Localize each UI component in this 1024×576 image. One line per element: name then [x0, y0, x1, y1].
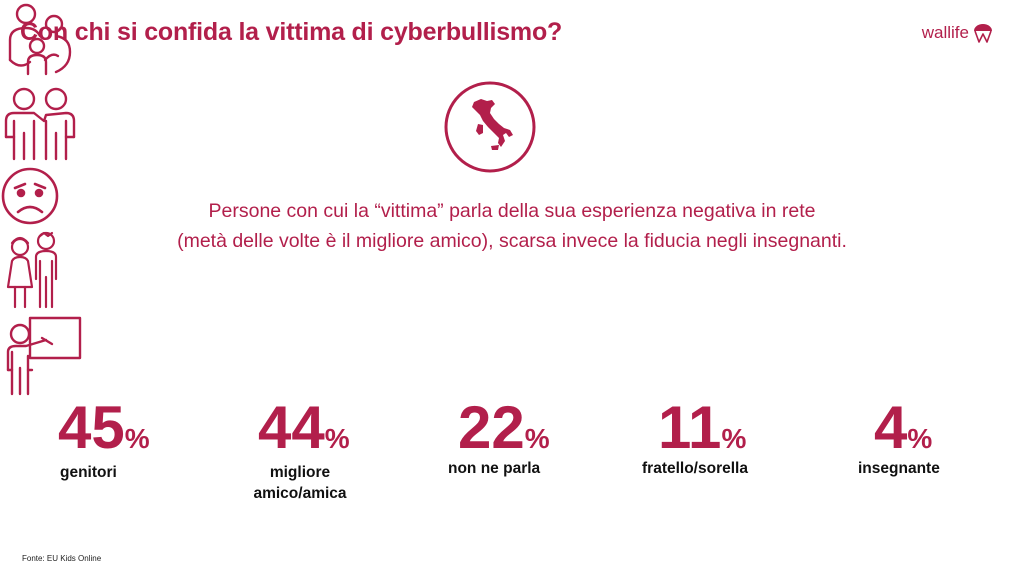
- stat-migliore-amico: 44% migliore amico/amica: [0, 85, 1024, 502]
- stat-non-ne-parla: 22% non ne parla: [0, 166, 1024, 477]
- stat-genitori: 45% genitori: [0, 0, 1024, 481]
- subtitle-line-1: Persone con cui la “vittima” parla della…: [208, 200, 816, 222]
- stat-label: insegnante: [858, 460, 940, 477]
- subtitle: Persone con cui la “vittima” parla della…: [0, 196, 1024, 256]
- family-icon: [8, 3, 72, 76]
- stat-value: 4%: [874, 394, 933, 461]
- friends-icon: [4, 87, 76, 161]
- siblings-icon: [6, 231, 58, 309]
- stat-value: 22%: [458, 394, 550, 461]
- stat-value: 11%: [658, 394, 747, 461]
- stat-label: non ne parla: [448, 460, 541, 477]
- stat-value: 45%: [58, 394, 150, 461]
- worried-face-icon: [1, 167, 59, 225]
- stat-insegnante: 4% insegnante: [0, 316, 1024, 477]
- brand-logo[interactable]: wallife: [922, 22, 994, 44]
- stat-label: fratello/sorella: [642, 460, 748, 477]
- italy-map-icon: [444, 81, 536, 173]
- stat-label: migliore amico/amica: [253, 464, 347, 502]
- page-title: Con chi si confida la vittima di cyberbu…: [20, 18, 563, 46]
- subtitle-line-2: (metà delle volte è il migliore amico), …: [177, 230, 847, 252]
- parachute-w-icon: [974, 24, 992, 43]
- stat-value: 44%: [258, 394, 350, 461]
- teacher-icon: [6, 316, 82, 396]
- stat-fratello-sorella: 11% fratello/sorella: [0, 231, 1024, 477]
- stat-label: genitori: [60, 464, 117, 481]
- source-note: Fonte: EU Kids Online: [22, 554, 102, 563]
- logo-text: wallife: [921, 23, 969, 42]
